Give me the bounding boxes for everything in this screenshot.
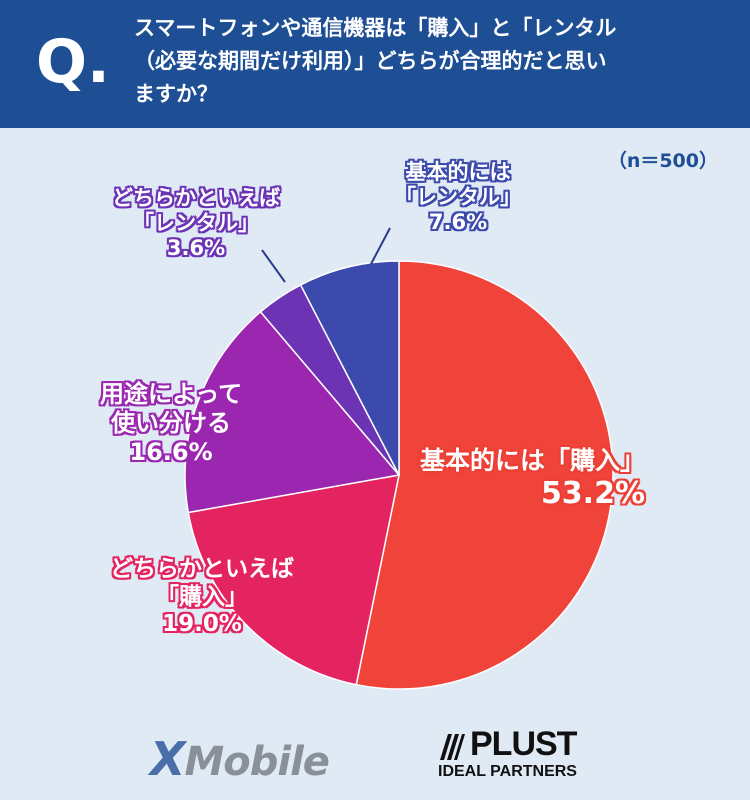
slice-value-text: 7.6%: [428, 210, 488, 235]
pie-slice-rather-purchase: [187, 474, 400, 686]
question-header: Q. スマートフォンや通信機器は「購入」と「レンタル （必要な期間だけ利用）」ど…: [0, 0, 750, 128]
leader-line-rather-rental: [261, 249, 286, 283]
slice-label-text: 「レンタル」: [133, 211, 259, 236]
pie-slice-rental: [299, 260, 400, 476]
question-line: ますか？: [134, 82, 218, 106]
slice-label-text: 基本的には: [405, 160, 511, 184]
question-line: （必要な期間だけ利用）」どちらが合理的だと思い: [134, 49, 607, 73]
question-mark: Q.: [36, 27, 110, 97]
slice-label-text: 「レンタル」: [395, 185, 521, 210]
pie-chart: [184, 227, 614, 690]
slice-label-text: 使い分ける: [111, 408, 232, 437]
slice-label-rental: 基本的には 「レンタル」 7.6%: [395, 160, 521, 236]
slice-label-text: どちらかといえば: [112, 186, 280, 210]
slice-value-text: 19.0%: [162, 611, 242, 638]
pie-slice-purchase: [355, 260, 614, 690]
slice-label-depends: 用途によって 使い分ける 16.6%: [100, 380, 242, 466]
plust-mark-icon: [440, 734, 465, 760]
question-line: スマートフォンや通信機器は「購入」と「レンタル: [134, 16, 617, 40]
slice-value-text: 16.6%: [129, 437, 213, 466]
slice-label-text: どちらかといえば: [110, 556, 294, 582]
slice-label-text: 用途によって: [100, 380, 243, 408]
slice-label-purchase: 基本的には「購入」 53.2%: [420, 446, 645, 512]
question-text: スマートフォンや通信機器は「購入」と「レンタル （必要な期間だけ利用）」どちらが…: [134, 12, 734, 111]
slice-label-rather-rental: どちらかといえば 「レンタル」 3.6%: [112, 186, 280, 262]
slice-label-text: 基本的には「購入」: [420, 446, 646, 475]
pie-slice-depends: [184, 310, 401, 514]
slice-value-text: 53.2%: [540, 476, 646, 511]
plust-logo: PLUST IDEAL PARTNERS: [438, 725, 577, 780]
slice-value-text: 3.6%: [166, 236, 226, 261]
logo-bar: XMobile PLUST IDEAL PARTNERS: [0, 720, 750, 790]
xmobile-logo: XMobile: [150, 732, 330, 786]
slice-label-rather-purchase: どちらかといえば 「購入」 19.0%: [110, 556, 294, 639]
leader-line-rental: [370, 227, 391, 265]
sample-size-note: （n＝500）: [607, 150, 718, 172]
slice-label-text: 「購入」: [156, 583, 248, 610]
